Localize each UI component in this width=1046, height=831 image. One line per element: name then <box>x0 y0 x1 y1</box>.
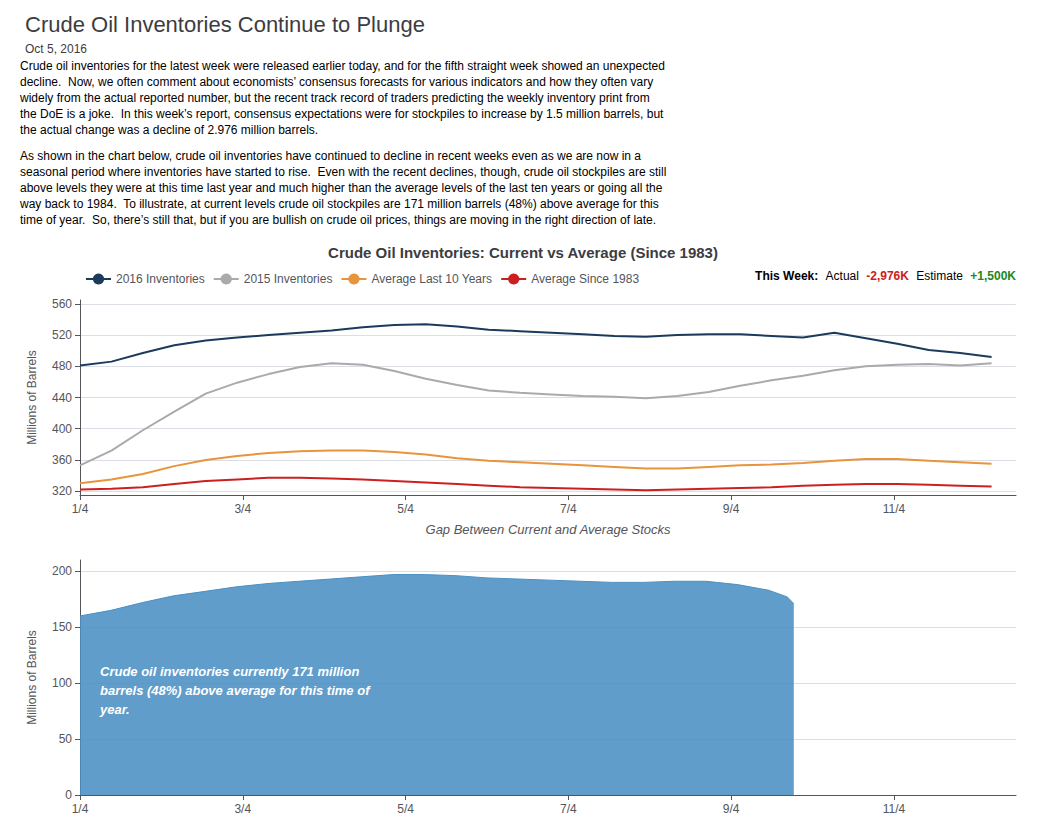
svg-text:seasonal period where inventor: seasonal period where inventories have s… <box>20 165 666 179</box>
svg-text:Actual: Actual <box>826 269 859 283</box>
svg-text:50: 50 <box>59 732 73 746</box>
svg-text:Crude Oil Inventories Continue: Crude Oil Inventories Continue to Plunge <box>25 12 425 37</box>
svg-text:400: 400 <box>52 422 72 436</box>
svg-text:9/4: 9/4 <box>723 502 740 516</box>
svg-text:1/4: 1/4 <box>72 802 89 816</box>
svg-text:Average Last 10 Years: Average Last 10 Years <box>371 272 492 286</box>
svg-text:the DoE is a joke. In this we: the DoE is a joke. In this week’s report… <box>20 107 664 121</box>
svg-text:+1,500K: +1,500K <box>970 269 1016 283</box>
svg-text:200: 200 <box>52 564 72 578</box>
svg-text:5/4: 5/4 <box>397 502 414 516</box>
svg-text:barrels (48%) above average fo: barrels (48%) above average for this tim… <box>100 683 371 698</box>
svg-text:11/4: 11/4 <box>883 502 906 516</box>
svg-text:Millions of Barrels: Millions of Barrels <box>25 630 39 725</box>
svg-text:7/4: 7/4 <box>560 502 577 516</box>
svg-text:11/4: 11/4 <box>883 802 906 816</box>
svg-text:7/4: 7/4 <box>560 802 577 816</box>
svg-text:320: 320 <box>52 484 72 498</box>
svg-text:100: 100 <box>52 676 72 690</box>
svg-text:480: 480 <box>52 359 72 373</box>
svg-text:440: 440 <box>52 391 72 405</box>
svg-text:the actual change was a declin: the actual change was a decline of 2.976… <box>20 123 318 137</box>
svg-text:time of year. So, there’s sti: time of year. So, there’s still that, bu… <box>20 213 656 227</box>
svg-text:As shown in the chart below, c: As shown in the chart below, crude oil i… <box>20 149 641 163</box>
svg-text:520: 520 <box>52 328 72 342</box>
svg-text:This Week:: This Week: <box>755 269 818 283</box>
svg-text:5/4: 5/4 <box>397 802 414 816</box>
svg-text:Average Since 1983: Average Since 1983 <box>531 272 639 286</box>
svg-text:above levels they were at this: above levels they were at this time last… <box>20 181 663 195</box>
svg-text:9/4: 9/4 <box>723 802 740 816</box>
svg-text:Millions of Barrels: Millions of Barrels <box>25 350 39 445</box>
svg-text:150: 150 <box>52 620 72 634</box>
svg-text:360: 360 <box>52 453 72 467</box>
svg-text:2016 Inventories: 2016 Inventories <box>116 272 205 286</box>
svg-text:1/4: 1/4 <box>72 502 89 516</box>
svg-text:year.: year. <box>99 702 130 717</box>
svg-text:Crude Oil Inventories: Current: Crude Oil Inventories: Current vs Averag… <box>328 244 718 261</box>
svg-text:Crude oil inventories currentl: Crude oil inventories currently 171 mill… <box>100 664 359 679</box>
svg-text:Crude oil inventories for the: Crude oil inventories for the latest wee… <box>20 59 665 73</box>
svg-text:Oct 5, 2016: Oct 5, 2016 <box>25 42 87 56</box>
svg-text:0: 0 <box>65 788 72 802</box>
svg-text:3/4: 3/4 <box>234 502 251 516</box>
svg-text:Gap Between Current and Averag: Gap Between Current and Average Stocks <box>426 522 671 537</box>
svg-text:-2,976K: -2,976K <box>866 269 909 283</box>
svg-text:widely from the actual reporte: widely from the actual reported number, … <box>19 91 650 105</box>
svg-text:2015 Inventories: 2015 Inventories <box>244 272 333 286</box>
svg-text:Estimate: Estimate <box>916 269 963 283</box>
svg-text:way back to 1984. To illustra: way back to 1984. To illustrate, at curr… <box>19 197 659 211</box>
svg-text:560: 560 <box>52 297 72 311</box>
svg-text:decline. Now, we often commen: decline. Now, we often comment about eco… <box>20 75 653 89</box>
svg-text:3/4: 3/4 <box>234 802 251 816</box>
